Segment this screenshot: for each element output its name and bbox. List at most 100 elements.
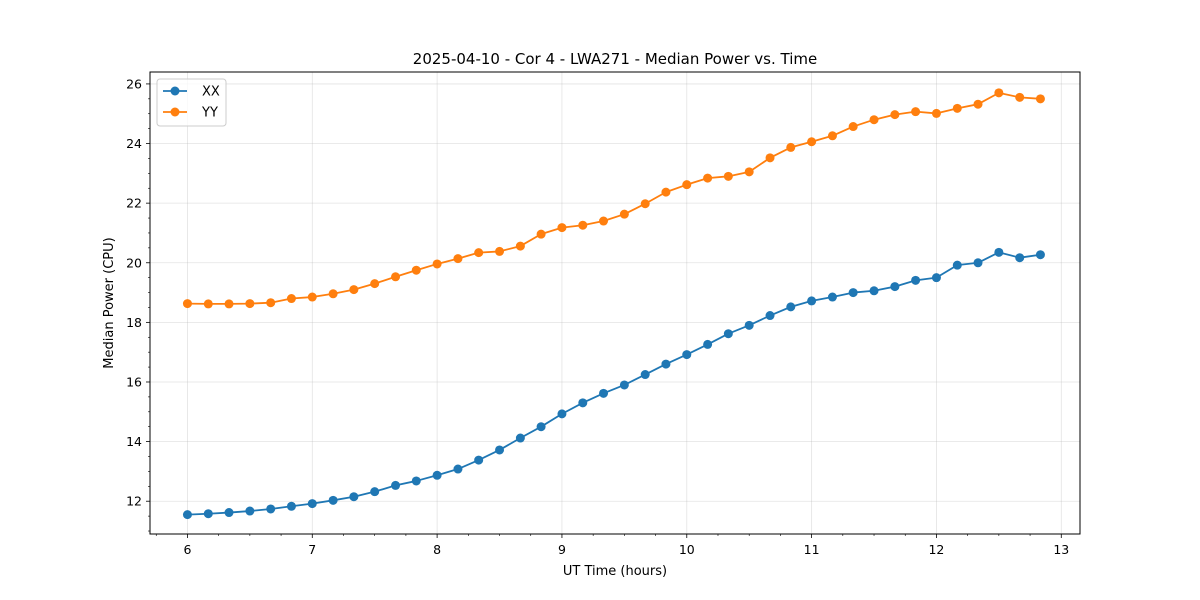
data-point-yy: [911, 107, 921, 117]
data-point-xx: [973, 258, 983, 268]
chart-title: 2025-04-10 - Cor 4 - LWA271 - Median Pow…: [413, 50, 817, 68]
data-point-xx: [307, 499, 317, 509]
data-point-yy: [682, 180, 692, 190]
data-point-xx: [495, 445, 505, 455]
data-point-yy: [557, 223, 567, 233]
x-tick-label: 7: [308, 542, 316, 557]
data-point-xx: [474, 455, 484, 465]
data-point-yy: [474, 248, 484, 258]
data-point-xx: [224, 508, 234, 518]
data-point-yy: [599, 216, 609, 226]
data-point-xx: [557, 409, 567, 419]
data-point-xx: [807, 296, 817, 306]
grid: [150, 72, 1080, 534]
data-point-yy: [286, 294, 296, 304]
legend-label-yy: YY: [201, 106, 218, 121]
y-tick-label: 14: [126, 434, 142, 449]
data-point-xx: [994, 247, 1004, 257]
data-point-yy: [619, 209, 629, 219]
x-tick-label: 12: [928, 542, 944, 557]
data-point-xx: [370, 487, 380, 497]
data-point-xx: [619, 380, 629, 390]
x-tick-label: 8: [433, 542, 441, 557]
y-tick-label: 12: [126, 494, 142, 509]
data-point-yy: [578, 220, 588, 230]
legend-marker-xx: [170, 86, 180, 96]
data-point-yy: [973, 99, 983, 109]
data-point-yy: [931, 108, 941, 118]
data-point-yy: [703, 173, 713, 183]
x-tick-label: 13: [1053, 542, 1069, 557]
data-point-xx: [911, 275, 921, 285]
data-point-yy: [994, 88, 1004, 98]
data-point-xx: [827, 292, 837, 302]
y-tick-label: 26: [126, 76, 142, 91]
y-tick-label: 22: [126, 196, 142, 211]
data-point-yy: [536, 229, 546, 239]
data-point-xx: [599, 388, 609, 398]
data-point-yy: [432, 259, 442, 269]
data-point-yy: [453, 254, 463, 264]
x-tick-label: 9: [558, 542, 566, 557]
data-point-yy: [515, 241, 525, 251]
data-point-xx: [266, 504, 276, 514]
data-point-yy: [869, 115, 879, 125]
data-point-xx: [1035, 250, 1045, 260]
data-point-yy: [765, 153, 775, 163]
data-point-xx: [869, 286, 879, 296]
y-tick-label: 20: [126, 255, 142, 270]
data-point-yy: [245, 299, 255, 309]
data-point-xx: [952, 260, 962, 270]
data-point-xx: [411, 476, 421, 486]
x-tick-label: 10: [679, 542, 695, 557]
data-point-yy: [827, 131, 837, 141]
data-point-xx: [890, 282, 900, 292]
data-point-yy: [723, 171, 733, 181]
data-point-xx: [931, 273, 941, 283]
data-point-xx: [286, 501, 296, 511]
data-point-xx: [661, 359, 671, 369]
data-point-xx: [453, 464, 463, 474]
data-point-yy: [890, 110, 900, 120]
data-point-yy: [182, 299, 192, 309]
data-point-yy: [786, 142, 796, 152]
legend: XX YY: [156, 78, 227, 127]
data-point-xx: [765, 311, 775, 321]
data-point-yy: [952, 103, 962, 113]
data-point-xx: [744, 320, 754, 330]
x-axis-label: UT Time (hours): [563, 564, 667, 579]
data-point-xx: [682, 350, 692, 360]
data-point-xx: [1015, 253, 1025, 263]
data-point-xx: [848, 288, 858, 298]
data-point-yy: [203, 299, 213, 309]
series-yy: [182, 88, 1045, 309]
data-point-xx: [515, 433, 525, 443]
data-point-yy: [370, 279, 380, 289]
legend-marker-yy: [170, 107, 180, 117]
data-point-yy: [266, 298, 276, 308]
data-point-yy: [307, 292, 317, 302]
data-point-xx: [536, 422, 546, 432]
data-point-xx: [203, 509, 213, 519]
data-point-xx: [578, 398, 588, 408]
data-point-yy: [224, 299, 234, 309]
data-point-yy: [744, 167, 754, 177]
data-point-xx: [328, 495, 338, 505]
data-point-xx: [182, 510, 192, 520]
y-axis-label: Median Power (CPU): [102, 237, 117, 368]
series-xx: [182, 247, 1045, 520]
data-point-yy: [661, 187, 671, 197]
data-point-xx: [703, 339, 713, 349]
data-point-yy: [349, 285, 359, 295]
data-point-yy: [807, 137, 817, 147]
data-point-xx: [640, 370, 650, 380]
data-point-yy: [411, 265, 421, 275]
data-point-xx: [432, 470, 442, 480]
data-point-yy: [640, 199, 650, 209]
data-point-xx: [786, 302, 796, 312]
y-tick-label: 24: [126, 136, 142, 151]
data-point-xx: [391, 480, 401, 490]
data-series: [182, 88, 1045, 520]
y-tick-label: 18: [126, 315, 142, 330]
